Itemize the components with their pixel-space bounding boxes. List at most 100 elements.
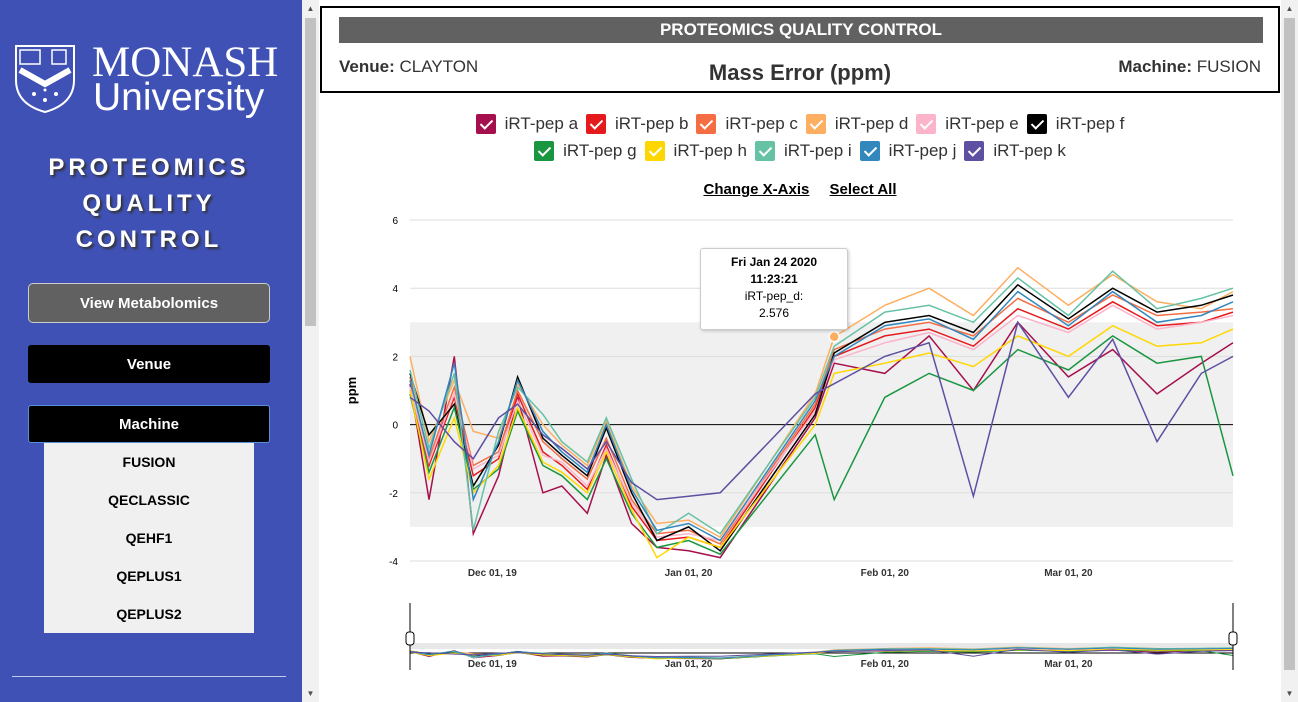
navigator-handle[interactable] xyxy=(1228,631,1238,646)
legend-label: iRT-pep b xyxy=(615,113,689,133)
change-x-axis-link[interactable]: Change X-Axis xyxy=(703,181,810,198)
checkbox-icon[interactable] xyxy=(964,140,985,161)
scrollbar-thumb[interactable] xyxy=(1284,18,1295,670)
app-title-line: CONTROL xyxy=(75,226,223,253)
y-tick-label: -4 xyxy=(389,557,398,568)
checkbox-icon[interactable] xyxy=(644,140,665,161)
legend-item[interactable]: iRT-pep f xyxy=(1026,113,1124,134)
machine-option-fusion[interactable]: FUSION xyxy=(122,454,176,470)
scroll-down-icon[interactable]: ▼ xyxy=(1285,689,1294,698)
chart-title: Mass Error (ppm) xyxy=(708,60,892,85)
checkbox-icon[interactable] xyxy=(696,113,717,134)
legend-row: iRT-pep a iRT-pep b iRT-pep c iRT-pep d iRT-… xyxy=(330,110,1270,137)
series-line xyxy=(409,320,1234,501)
sidebar: MONASH University PROTEOMICS QUALITY CON… xyxy=(0,0,302,702)
legend-item[interactable]: iRT-pep e xyxy=(916,113,1019,134)
machine-button[interactable]: Machine xyxy=(28,405,270,443)
machine-option-qehf1[interactable]: QEHF1 xyxy=(125,530,173,546)
crest-icon xyxy=(15,45,75,114)
machine-option-qeclassic[interactable]: QECLASSIC xyxy=(108,492,190,508)
mass-error-chart[interactable]: -4 -2 0 2 4 6 ppm Dec 01, 19 Jan 01, 20 Feb 01, 2… xyxy=(330,205,1260,680)
checkbox-icon[interactable] xyxy=(859,140,880,161)
x-tick-label: Dec 01, 19 xyxy=(468,568,517,579)
app-title: PROTEOMICS QUALITY CONTROL xyxy=(20,150,278,258)
legend-row: iRT-pep g iRT-pep h iRT-pep i iRT-pep j iRT-… xyxy=(330,137,1270,164)
y-tick-label: 6 xyxy=(392,216,398,227)
scrollbar-thumb[interactable] xyxy=(305,18,316,326)
series-line xyxy=(409,294,1234,545)
navigator-handle[interactable] xyxy=(405,631,415,646)
legend-label: iRT-pep e xyxy=(945,113,1019,133)
series-line xyxy=(409,270,1234,535)
chart-controls: Change X-Axis Select All xyxy=(330,181,1270,198)
checkbox-icon[interactable] xyxy=(1026,113,1047,134)
machine-option-qeplus2[interactable]: QEPLUS2 xyxy=(116,606,182,622)
legend-label: iRT-pep h xyxy=(673,140,747,160)
checkbox-icon[interactable] xyxy=(754,140,775,161)
machine-info: Machine: FUSION xyxy=(1118,57,1261,77)
sidebar-scrollbar[interactable]: ▲ ▼ xyxy=(302,0,319,702)
legend-label: iRT-pep a xyxy=(504,113,579,133)
legend-item[interactable]: iRT-pep i xyxy=(754,140,852,161)
navigator-line xyxy=(409,648,1234,658)
checkbox-icon[interactable] xyxy=(534,140,555,161)
series-line xyxy=(409,290,1234,542)
chart-tooltip: Fri Jan 24 2020 11:23:21 iRT-pep_d: 2.57… xyxy=(700,248,848,330)
legend-item[interactable]: iRT-pep k xyxy=(964,140,1066,161)
legend-label: iRT-pep k xyxy=(993,140,1066,160)
y-tick-label: 4 xyxy=(392,284,398,295)
tooltip-value: 2.576 xyxy=(758,306,790,320)
machine-label: Machine: xyxy=(1118,57,1193,76)
logo-word-university: University xyxy=(93,76,265,119)
series-line xyxy=(409,334,1234,556)
legend-label: iRT-pep c xyxy=(725,113,798,133)
scroll-down-icon[interactable]: ▼ xyxy=(306,689,315,698)
main-scrollbar[interactable]: ▲ ▼ xyxy=(1281,0,1298,702)
checkbox-icon[interactable] xyxy=(916,113,937,134)
series-line xyxy=(409,324,1234,559)
venue-value: CLAYTON xyxy=(399,57,479,76)
series-line xyxy=(409,283,1234,552)
navigator-band xyxy=(410,643,1233,649)
navigator-tick-label: Jan 01, 20 xyxy=(665,659,713,670)
legend-label: iRT-pep d xyxy=(834,113,909,133)
legend-item[interactable]: iRT-pep h xyxy=(644,140,747,161)
y-axis-label: ppm xyxy=(344,377,359,404)
legend-item[interactable]: iRT-pep d xyxy=(805,113,909,134)
header-banner: PROTEOMICS QUALITY CONTROL xyxy=(339,17,1263,43)
y-tick-label: 0 xyxy=(392,421,398,432)
navigator-line xyxy=(409,647,1234,659)
view-metabolomics-button[interactable]: View Metabolomics xyxy=(28,283,270,323)
legend-item[interactable]: iRT-pep j xyxy=(859,140,956,161)
venue-button[interactable]: Venue xyxy=(28,345,270,383)
tooltip-series: iRT-pep_d: xyxy=(744,289,804,303)
legend-item[interactable]: iRT-pep c xyxy=(696,113,798,134)
report-header: PROTEOMICS QUALITY CONTROL Venue: CLAYTO… xyxy=(320,6,1280,93)
checkbox-icon[interactable] xyxy=(805,113,826,134)
legend-item[interactable]: iRT-pep b xyxy=(586,113,689,134)
machine-dropdown: FUSION QECLASSIC QEHF1 QEPLUS1 QEPLUS2 xyxy=(44,443,254,633)
scroll-up-icon[interactable]: ▲ xyxy=(306,4,315,13)
checkbox-icon[interactable] xyxy=(475,113,496,134)
series-line xyxy=(409,304,1234,542)
highlight-point xyxy=(828,331,840,343)
tooltip-time: 11:23:21 xyxy=(750,272,798,286)
navigator-tick-label: Feb 01, 20 xyxy=(861,659,910,670)
navigator-tick-label: Mar 01, 20 xyxy=(1044,659,1093,670)
legend-item[interactable]: iRT-pep g xyxy=(534,140,637,161)
scroll-up-icon[interactable]: ▲ xyxy=(1285,4,1294,13)
select-all-link[interactable]: Select All xyxy=(829,181,897,198)
venue-label: Venue: xyxy=(339,57,395,76)
app-title-line: PROTEOMICS xyxy=(48,154,250,181)
series-line xyxy=(409,321,1234,559)
venue-info: Venue: CLAYTON xyxy=(339,57,478,77)
x-tick-label: Mar 01, 20 xyxy=(1044,568,1093,579)
checkbox-icon[interactable] xyxy=(586,113,607,134)
machine-option-qeplus1[interactable]: QEPLUS1 xyxy=(116,568,182,584)
legend-label: iRT-pep g xyxy=(563,140,637,160)
logo-word-monash: MONASH xyxy=(92,39,279,86)
navigator-tick-label: Dec 01, 19 xyxy=(468,659,517,670)
legend-item[interactable]: iRT-pep a xyxy=(475,113,579,134)
app-title-line: QUALITY xyxy=(82,190,216,217)
machine-value: FUSION xyxy=(1196,57,1261,76)
